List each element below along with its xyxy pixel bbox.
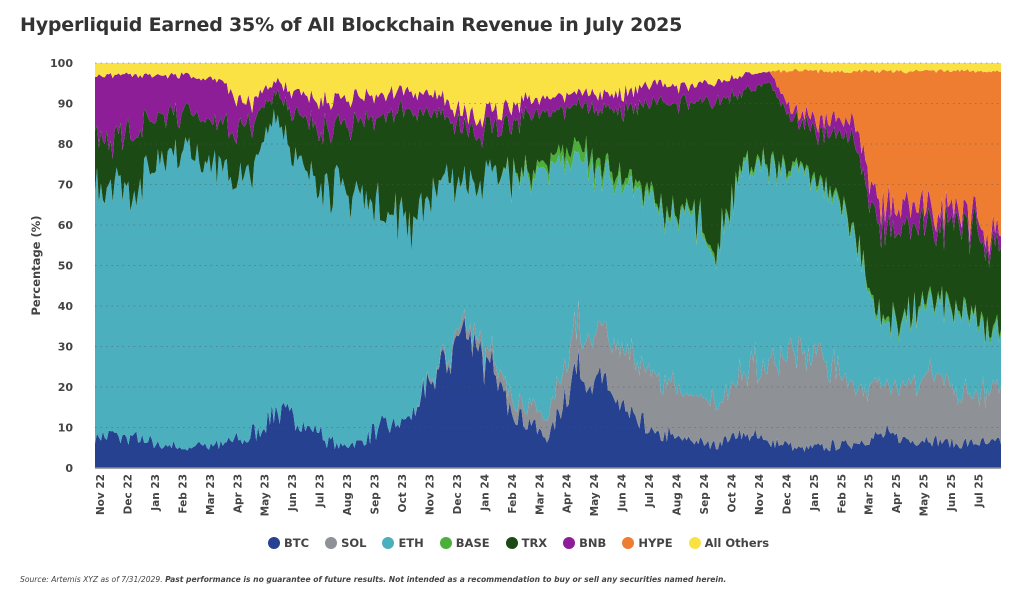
legend-label: ETH — [398, 536, 424, 550]
legend-swatch — [622, 537, 635, 549]
x-tick-label: May 25 — [919, 474, 931, 516]
y-tick-label: 80 — [58, 138, 74, 151]
legend-item-btc: BTC — [268, 536, 309, 550]
x-tick-label: Nov 22 — [95, 474, 107, 515]
x-tick-label: Oct 24 — [726, 474, 738, 512]
x-tick-label: Nov 23 — [424, 474, 436, 515]
legend-label: All Others — [704, 536, 770, 550]
y-tick-label: 90 — [58, 98, 74, 111]
source-note: Source: Artemis XYZ as of 7/31/2029. Pas… — [20, 575, 726, 584]
legend-label: BNB — [579, 536, 607, 550]
x-tick-label: Sep 23 — [370, 474, 382, 514]
legend-swatch — [505, 537, 518, 549]
x-tick-label: Feb 23 — [177, 474, 189, 514]
disclaimer: Past performance is no guarantee of futu… — [165, 575, 727, 584]
x-tick-label: Feb 25 — [836, 474, 848, 514]
area-hype — [95, 68, 1001, 256]
x-tick-label: Mar 23 — [205, 474, 217, 515]
legend-label: BTC — [284, 536, 310, 550]
legend-label: TRX — [521, 536, 548, 550]
area-eth — [95, 108, 1001, 451]
legend-swatch — [325, 537, 338, 549]
source-prefix: Source: Artemis XYZ as of 7/31/2029. — [20, 575, 163, 584]
y-tick-label: 10 — [58, 422, 74, 435]
y-tick-label: 30 — [58, 341, 74, 354]
legend-label: BASE — [455, 536, 490, 550]
x-tick-label: Aug 23 — [342, 474, 354, 515]
y-tick-label: 20 — [58, 381, 74, 394]
y-tick-label: 40 — [58, 300, 74, 313]
x-tick-label: Apr 25 — [891, 474, 903, 513]
x-tick-label: May 24 — [589, 474, 601, 516]
x-tick-label: Jun 24 — [617, 474, 629, 512]
legend-label: HYPE — [638, 536, 673, 550]
legend-swatch — [439, 537, 452, 549]
x-tick-label: Dec 24 — [781, 474, 793, 514]
legend-item-all-others: All Others — [688, 536, 770, 550]
x-tick-label: Jul 23 — [315, 474, 327, 508]
legend-item-hype: HYPE — [622, 536, 673, 550]
legend-swatch — [563, 537, 576, 549]
x-tick-label: Dec 23 — [452, 474, 464, 514]
x-tick-label: Jul 24 — [644, 474, 656, 508]
x-tick-label: Jun 23 — [287, 474, 299, 512]
x-tick-label: Jan 23 — [150, 474, 162, 512]
x-tick-label: May 23 — [260, 474, 272, 516]
y-tick-label: 0 — [65, 462, 73, 475]
series-areas — [95, 63, 1001, 468]
x-tick-label: Apr 24 — [562, 474, 574, 513]
x-tick-label: Mar 24 — [534, 474, 546, 515]
x-tick-label: Jan 24 — [479, 474, 491, 512]
x-tick-label: Jul 25 — [974, 474, 986, 508]
chart-title: Hyperliquid Earned 35% of All Blockchain… — [20, 14, 683, 36]
y-axis-label: Percentage (%) — [29, 215, 43, 315]
gridlines — [95, 62, 1001, 428]
legend-swatch — [688, 537, 701, 549]
y-tick-label: 50 — [58, 260, 74, 273]
legend-swatch — [268, 537, 280, 549]
x-tick-label: Feb 24 — [507, 474, 519, 514]
x-axis-ticks: Nov 22 Dec 22 Jan 23 Feb 23 Mar 23 Apr 23 May … — [95, 474, 986, 516]
y-tick-label: 60 — [58, 219, 74, 232]
area-all-others — [95, 63, 1001, 128]
y-axis-ticks: 0 10 20 30 40 50 60 70 80 90 100 — [50, 57, 73, 475]
x-tick-label: Dec 22 — [122, 474, 134, 514]
legend-label: SOL — [341, 536, 367, 550]
legend-item-base: BASE — [439, 536, 490, 550]
x-tick-label: Nov 24 — [754, 474, 766, 515]
stacked-area-chart: 0 10 20 30 40 50 60 70 80 90 100 Nov 22 Dec 22 Jan 2… — [29, 57, 1001, 516]
legend-item-trx: TRX — [505, 536, 548, 550]
area-btc — [95, 316, 1001, 468]
x-tick-label: Jun 25 — [946, 474, 958, 512]
x-tick-label: Sep 24 — [699, 474, 711, 514]
legend-item-eth: ETH — [382, 536, 424, 550]
x-tick-label: Apr 23 — [232, 474, 244, 513]
y-tick-label: 70 — [58, 179, 74, 192]
legend-item-bnb: BNB — [563, 536, 606, 550]
area-bnb — [95, 71, 1001, 268]
area-trx — [95, 82, 1001, 344]
x-tick-label: Mar 25 — [864, 474, 876, 515]
x-tick-label: Jan 25 — [809, 474, 821, 512]
x-tick-label: Aug 24 — [672, 474, 684, 515]
legend-item-sol: SOL — [325, 536, 366, 550]
legend-swatch — [382, 537, 395, 549]
y-tick-label: 100 — [50, 57, 73, 70]
legend: BTC SOL ETH BASE TRX BNB HYPE All Others — [268, 536, 769, 550]
area-sol — [95, 299, 1001, 452]
x-tick-label: Oct 23 — [397, 474, 409, 512]
